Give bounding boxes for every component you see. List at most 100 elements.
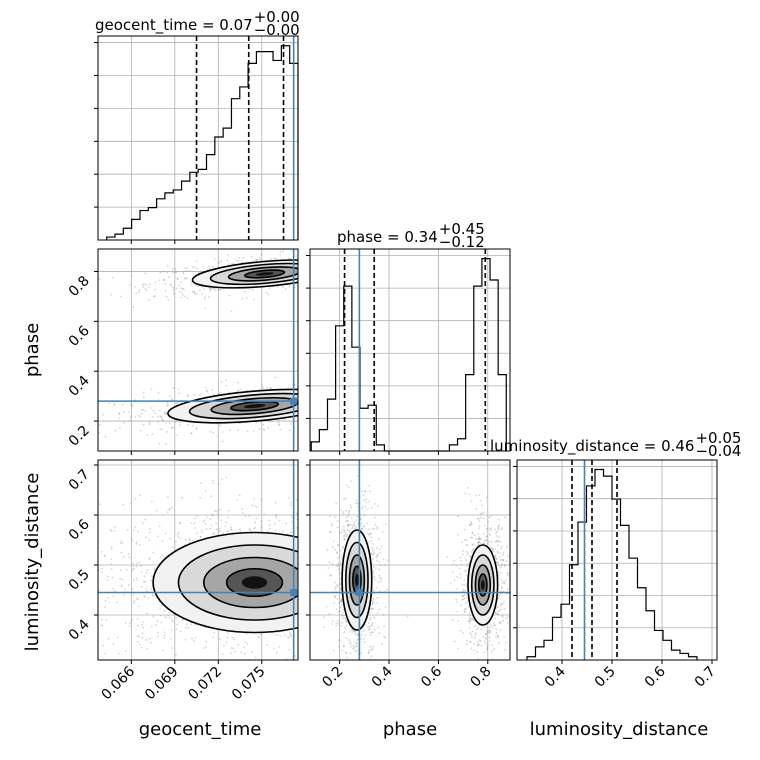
sample-point	[312, 378, 314, 380]
sample-point	[499, 604, 502, 607]
sample-point	[188, 269, 191, 272]
sample-point	[214, 289, 217, 292]
sample-point	[186, 395, 189, 398]
sample-point	[139, 429, 142, 432]
sample-point	[451, 570, 454, 573]
sample-point	[368, 625, 371, 628]
sample-point	[160, 621, 163, 624]
sample-point	[495, 635, 497, 638]
sample-point	[373, 616, 376, 619]
sample-point	[488, 532, 491, 535]
sample-point	[317, 278, 319, 280]
sample-point	[188, 539, 191, 542]
sample-point	[346, 484, 348, 487]
sample-point	[157, 391, 160, 394]
sample-point	[487, 520, 489, 523]
sample-point	[91, 592, 93, 594]
sample-point	[219, 391, 222, 394]
sample-point	[317, 398, 319, 400]
sample-point	[324, 274, 326, 276]
sample-point	[499, 590, 502, 593]
sample-point	[330, 273, 332, 275]
sample-point	[136, 635, 139, 637]
sample-point	[204, 489, 207, 492]
sample-point	[341, 263, 343, 265]
sample-point	[379, 551, 382, 554]
sample-point	[392, 560, 394, 562]
sample-point	[340, 562, 342, 564]
sample-point	[344, 627, 346, 630]
sample-point	[151, 575, 154, 578]
sample-point	[45, 419, 47, 421]
sample-point	[375, 559, 378, 562]
sample-point	[337, 387, 339, 389]
sample-point	[468, 493, 471, 496]
sample-point	[378, 537, 381, 540]
sample-point	[106, 575, 109, 578]
sample-point	[371, 408, 373, 410]
sample-point	[299, 561, 301, 563]
sample-point	[321, 627, 323, 629]
sample-point	[166, 401, 169, 404]
sample-point	[131, 588, 134, 591]
sample-point	[343, 520, 345, 522]
sample-point	[182, 271, 185, 273]
x-tick-label: 0.072	[185, 664, 225, 704]
sample-point	[227, 263, 230, 265]
sample-point	[371, 602, 374, 605]
sample-point	[470, 634, 473, 636]
sample-point	[472, 549, 474, 552]
sample-point	[403, 402, 405, 404]
sample-point	[340, 599, 342, 602]
sample-point	[383, 569, 385, 571]
sample-point	[108, 402, 111, 405]
sample-point	[463, 579, 466, 581]
sample-point	[316, 573, 318, 575]
sample-point	[364, 490, 367, 493]
sample-point	[301, 593, 303, 595]
sample-point	[154, 567, 156, 570]
density-contour	[355, 573, 359, 587]
sample-point	[502, 619, 504, 622]
sample-point	[443, 397, 445, 399]
sample-point	[307, 264, 309, 266]
sample-point	[456, 576, 459, 578]
sample-point	[382, 394, 384, 396]
sample-point	[306, 409, 308, 411]
sample-point	[318, 397, 320, 399]
sample-point	[301, 590, 303, 592]
sample-point	[340, 600, 343, 603]
sample-point	[326, 575, 328, 577]
sample-point	[243, 290, 246, 293]
sample-point	[209, 430, 212, 433]
sample-point	[463, 605, 465, 607]
sample-point	[453, 579, 456, 582]
sample-point	[327, 567, 330, 569]
sample-point	[469, 632, 472, 635]
sample-point	[488, 636, 491, 639]
sample-point	[238, 494, 241, 497]
sample-point	[331, 623, 334, 625]
sample-point	[506, 545, 508, 548]
sample-point	[356, 413, 358, 415]
sample-point	[88, 619, 90, 621]
sample-point	[449, 582, 452, 584]
sample-point	[374, 516, 377, 519]
sample-point	[142, 423, 145, 426]
sample-point	[475, 632, 477, 635]
sample-point	[259, 633, 262, 636]
sample-point	[461, 594, 464, 597]
sample-point	[474, 633, 477, 636]
sample-point	[373, 551, 375, 553]
sample-point	[332, 604, 334, 606]
sample-point	[465, 583, 468, 585]
sample-point	[90, 419, 92, 421]
sample-point	[500, 608, 503, 611]
sample-point	[163, 411, 166, 414]
sample-point	[230, 529, 233, 531]
sample-point	[376, 393, 378, 395]
sample-point	[436, 394, 438, 396]
sample-point	[326, 542, 328, 544]
sample-point	[470, 618, 473, 621]
sample-point	[342, 530, 345, 533]
